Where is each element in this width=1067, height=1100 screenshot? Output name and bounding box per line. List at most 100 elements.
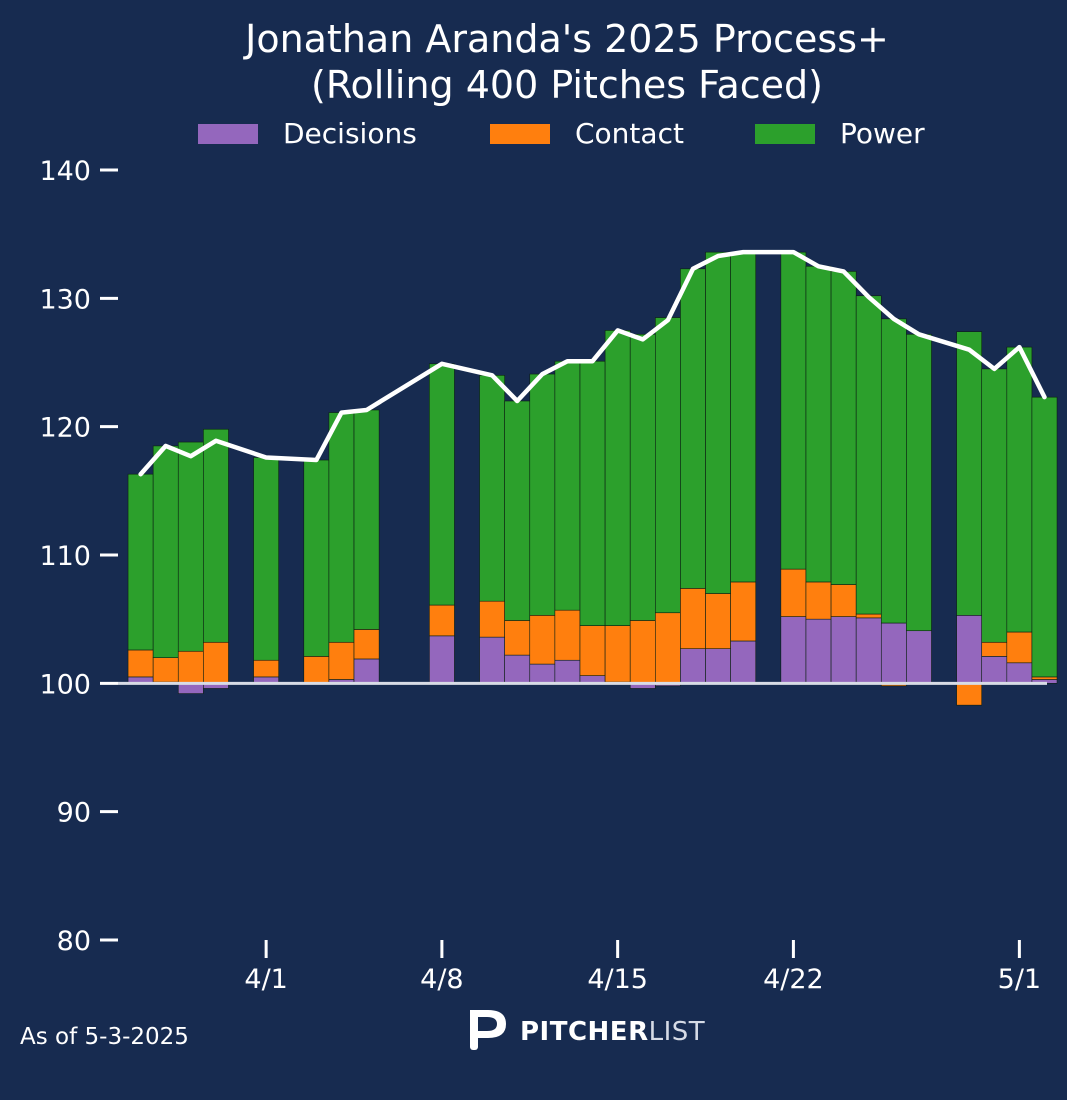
bar-contact-22 xyxy=(830,584,857,617)
bar-contact-10 xyxy=(504,620,531,656)
bar-contact-4 xyxy=(253,659,279,678)
bar-decisions-17 xyxy=(680,648,706,684)
bar-decisions-24 xyxy=(880,622,907,684)
bar-contact-6 xyxy=(328,641,355,680)
bar-contact-12 xyxy=(554,609,581,661)
bar-power-20 xyxy=(780,251,807,570)
legend-item-contact: Contact xyxy=(490,117,684,150)
bar-power-26 xyxy=(956,331,983,616)
total-line xyxy=(138,249,1047,477)
bar-contact-29 xyxy=(1031,676,1058,680)
legend-swatch-contact xyxy=(490,124,550,144)
bar-decisions-25 xyxy=(906,630,932,684)
x-axis: 4/1 4/8 4/15 4/22 5/1 xyxy=(244,940,1041,995)
bar-contact-14 xyxy=(604,625,631,683)
bar-power-17 xyxy=(680,268,706,589)
bar-contact-11 xyxy=(529,615,556,665)
chart-subtitle: (Rolling 400 Pitches Faced) xyxy=(311,63,823,107)
bar-power-2 xyxy=(177,441,204,652)
legend-item-power: Power xyxy=(755,117,925,150)
legend: Decisions Contact Power xyxy=(198,117,925,150)
bar-power-23 xyxy=(855,295,882,615)
bar-decisions-23 xyxy=(855,617,882,684)
bar-power-5 xyxy=(303,459,330,657)
x-tick-label-5-1: 5/1 xyxy=(998,964,1041,995)
x-tick-label-4-1: 4/1 xyxy=(244,964,287,995)
bar-decisions-20 xyxy=(780,616,807,684)
legend-swatch-power xyxy=(755,124,815,144)
bar-decisions-8 xyxy=(429,635,455,684)
y-tick-label-130: 130 xyxy=(39,284,91,315)
legend-item-decisions: Decisions xyxy=(198,117,417,150)
bar-decisions-22 xyxy=(830,616,857,684)
bar-power-18 xyxy=(705,251,731,594)
bar-decisions-2 xyxy=(177,683,204,694)
bars xyxy=(127,251,1058,706)
bar-decisions-19 xyxy=(730,640,757,684)
legend-swatch-decisions xyxy=(198,124,258,144)
bar-power-24 xyxy=(880,318,907,624)
bar-contact-0 xyxy=(127,649,154,678)
bar-contact-1 xyxy=(152,657,179,683)
y-tick-label-100: 100 xyxy=(39,669,91,700)
bar-decisions-12 xyxy=(554,659,581,684)
bar-decisions-10 xyxy=(504,654,531,684)
bar-power-0 xyxy=(127,473,154,651)
bar-power-10 xyxy=(504,400,531,621)
bar-power-4 xyxy=(253,457,279,661)
bar-power-3 xyxy=(203,428,229,643)
bar-contact-26 xyxy=(956,683,983,706)
brand-name-bold: PITCHER xyxy=(520,1017,649,1047)
bar-contact-27 xyxy=(981,641,1008,657)
bar-power-25 xyxy=(906,333,932,632)
y-tick-label-90: 90 xyxy=(57,798,91,829)
bar-decisions-9 xyxy=(479,636,505,684)
bar-power-14 xyxy=(604,330,631,626)
bar-contact-20 xyxy=(780,568,807,617)
chart-title: Jonathan Aranda's 2025 Process+ xyxy=(243,17,889,61)
bar-power-12 xyxy=(554,360,581,611)
y-tick-label-110: 110 xyxy=(39,541,91,572)
bar-power-7 xyxy=(353,409,380,630)
bar-decisions-28 xyxy=(1006,662,1033,684)
bar-decisions-21 xyxy=(805,618,832,684)
bar-power-11 xyxy=(529,373,556,616)
bar-power-13 xyxy=(579,360,606,626)
bar-power-8 xyxy=(429,363,455,606)
x-tick-label-4-8: 4/8 xyxy=(420,964,463,995)
bar-power-9 xyxy=(479,375,505,602)
bar-power-19 xyxy=(730,253,757,583)
y-axis: 80 90 100 110 120 130 140 xyxy=(39,156,118,957)
bar-contact-8 xyxy=(429,604,455,637)
bar-contact-13 xyxy=(579,625,606,676)
bar-contact-7 xyxy=(353,629,380,660)
legend-label-power: Power xyxy=(840,117,925,150)
bar-power-6 xyxy=(328,412,355,643)
bar-contact-5 xyxy=(303,656,330,684)
as-of-date: As of 5-3-2025 xyxy=(20,1024,189,1050)
bar-power-16 xyxy=(655,317,681,614)
y-tick-label-120: 120 xyxy=(39,413,91,444)
bar-contact-21 xyxy=(805,581,832,620)
bar-contact-16 xyxy=(655,612,681,684)
brand-name-light: LIST xyxy=(649,1017,706,1047)
bar-contact-18 xyxy=(705,593,731,649)
bar-contact-17 xyxy=(680,588,706,649)
pitcherlist-logo-icon xyxy=(470,1010,506,1050)
bar-power-27 xyxy=(981,368,1008,643)
bar-contact-15 xyxy=(629,620,656,684)
bar-power-21 xyxy=(805,265,832,583)
bar-decisions-27 xyxy=(981,656,1008,684)
pitcherlist-logo-text: PITCHERLIST xyxy=(520,1017,705,1047)
bar-power-1 xyxy=(152,445,179,658)
legend-label-decisions: Decisions xyxy=(283,117,417,150)
bar-contact-28 xyxy=(1006,631,1033,664)
x-tick-label-4-22: 4/22 xyxy=(763,964,824,995)
x-tick-label-4-15: 4/15 xyxy=(587,964,648,995)
bar-contact-23 xyxy=(855,613,882,619)
bar-contact-2 xyxy=(177,650,204,684)
pitcherlist-logo: PITCHERLIST xyxy=(470,1010,705,1050)
bar-contact-3 xyxy=(203,641,229,684)
bar-decisions-7 xyxy=(353,658,380,684)
